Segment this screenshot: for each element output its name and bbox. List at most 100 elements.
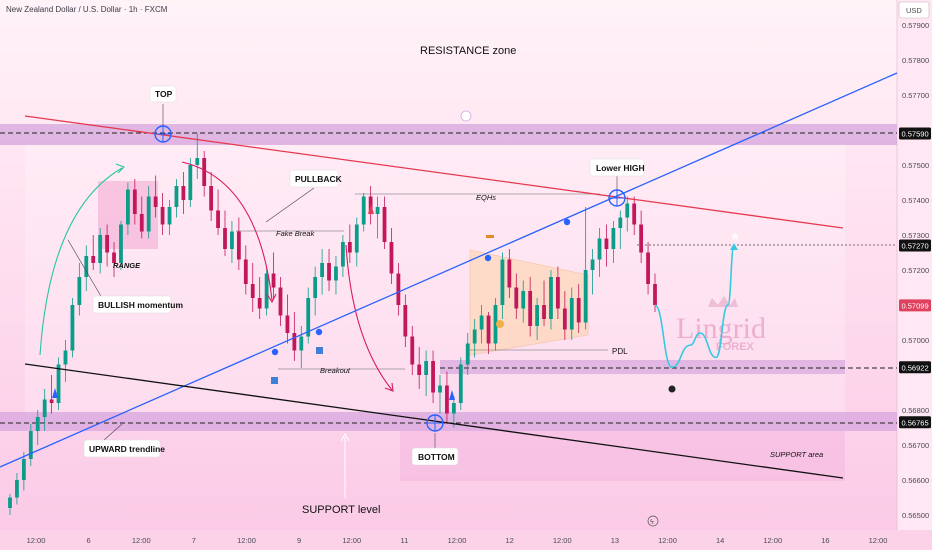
time-axis-background [0, 530, 932, 550]
price-tag[interactable] [899, 361, 931, 374]
bullish-momentum-box[interactable] [92, 295, 172, 314]
candle-body [278, 287, 283, 316]
candle-body [632, 203, 637, 225]
candle-body [28, 431, 33, 459]
price-axis[interactable]: 0.57900 0.57800 0.57700 0.57500 0.57400 0.573… [899, 21, 931, 520]
candle-body [195, 158, 200, 165]
candle-body [105, 235, 109, 253]
symbol-title: New Zealand Dollar / U.S. Dollar · 1h · … [6, 5, 168, 14]
pullback-label-box[interactable] [289, 169, 339, 188]
range-pointer [67, 239, 103, 299]
support-level-arrowhead [340, 432, 350, 442]
bullish-arrowhead [115, 163, 125, 174]
event-icon-1[interactable] [271, 377, 278, 384]
candle-body [542, 305, 546, 319]
range-label: RANGE [113, 261, 141, 270]
time-tick-label: 12:00 [553, 536, 572, 545]
candle-body [91, 256, 96, 263]
star-icon: ★ [730, 231, 740, 243]
time-tick-label: 12:00 [658, 536, 677, 545]
candle-body [465, 343, 470, 365]
price-tick-label: 0.56600 [902, 476, 929, 485]
candle-body [528, 291, 533, 326]
upward-pointer [103, 423, 123, 441]
rocket-icon-3 [449, 390, 455, 400]
currency-badge[interactable] [898, 1, 930, 19]
price-tag[interactable] [899, 127, 931, 140]
candle-body [403, 305, 408, 337]
candle-body [70, 305, 75, 351]
candle-body [562, 308, 567, 330]
top-label-box[interactable] [149, 85, 177, 103]
candle-body [126, 189, 130, 225]
candle-body [639, 224, 644, 253]
time-axis[interactable]: 12:00 6 12:00 7 12:00 9 12:00 11 12:00 12 12:00 13 1… [27, 536, 888, 545]
hammer-icon [486, 235, 494, 238]
support-level-label: SUPPORT level [302, 504, 380, 516]
trend-touch-2[interactable] [315, 328, 323, 336]
price-tag-label: 0.57590 [902, 130, 929, 139]
price-tag-label: 0.57099 [902, 301, 929, 310]
alert-bell-icon[interactable] [460, 110, 472, 122]
price-tick-label: 0.57300 [902, 231, 929, 240]
bottom-label: BOTTOM [418, 452, 455, 462]
candle-body [42, 399, 47, 417]
candle-body [146, 196, 151, 232]
candle-body [153, 196, 158, 207]
trend-touch-1[interactable] [271, 348, 279, 356]
price-tick-label: 0.56500 [902, 511, 929, 520]
time-tick-label: 16 [821, 536, 829, 545]
price-tag[interactable] [899, 299, 931, 312]
candle-body [202, 158, 207, 186]
lower-high-label: Lower HIGH [596, 163, 645, 173]
candle-body [271, 273, 276, 288]
event-icon-2[interactable] [316, 347, 323, 354]
resistance-trendline [24, 115, 844, 229]
lower-high-label-box[interactable] [589, 158, 645, 177]
breakout-label: Breakout [320, 366, 351, 375]
price-tick-label: 0.56700 [902, 441, 929, 450]
candle-body [354, 224, 359, 253]
candle-body [424, 361, 429, 375]
candle-body [299, 336, 304, 351]
price-tag[interactable] [899, 416, 931, 429]
trend-touch-3[interactable] [484, 254, 492, 262]
bottom-label-box[interactable] [411, 447, 459, 466]
time-tick-label: 12:00 [342, 536, 361, 545]
candle-body [15, 480, 19, 498]
price-tag-label: 0.57270 [902, 242, 929, 251]
candle-body [132, 189, 137, 214]
lightning-glyph: ϟ [650, 519, 654, 526]
trend-touch-4[interactable] [563, 218, 571, 226]
snail-icon [496, 320, 504, 328]
candle-body [49, 399, 54, 403]
top-label: TOP [155, 89, 173, 99]
candle-body [653, 284, 657, 305]
candle-body [243, 259, 248, 284]
upward-trendline-box[interactable] [83, 439, 161, 458]
candle-body [313, 277, 318, 298]
candle-body [250, 284, 255, 298]
candle-body [535, 305, 539, 326]
candle-body [597, 238, 602, 260]
candle-body [556, 277, 560, 309]
candle-body [389, 242, 394, 274]
candle-body [486, 315, 491, 344]
candle-body [341, 242, 345, 267]
candle-body [174, 186, 179, 207]
drop-arrow [345, 244, 393, 391]
price-tick-label: 0.57900 [902, 21, 929, 30]
candle-body [583, 270, 588, 323]
candle-body [361, 196, 366, 225]
candle-body [139, 214, 144, 232]
time-tick-label: 12:00 [448, 536, 467, 545]
candle-body [21, 459, 26, 480]
lightning-icon[interactable] [647, 515, 659, 527]
candle-body [410, 336, 415, 365]
upward-trendline-label: UPWARD trendline [89, 444, 165, 454]
crown-icon [708, 296, 738, 307]
candle-body [646, 252, 650, 284]
price-tag[interactable] [899, 239, 931, 252]
price-axis-background [897, 0, 932, 550]
